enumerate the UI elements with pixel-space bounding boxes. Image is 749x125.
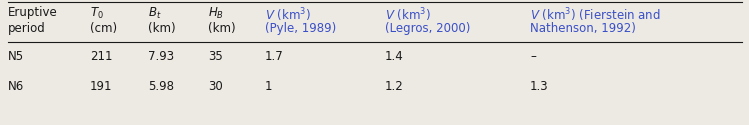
Text: 1: 1 (265, 80, 273, 93)
Text: 35: 35 (208, 50, 222, 63)
Text: N5: N5 (8, 50, 24, 63)
Text: $H_B$: $H_B$ (208, 6, 224, 21)
Text: 1.3: 1.3 (530, 80, 548, 93)
Text: (km): (km) (148, 22, 175, 35)
Text: 5.98: 5.98 (148, 80, 174, 93)
Text: period: period (8, 22, 46, 35)
Text: Nathenson, 1992): Nathenson, 1992) (530, 22, 636, 35)
Text: (km): (km) (208, 22, 236, 35)
Text: 7.93: 7.93 (148, 50, 174, 63)
Text: (cm): (cm) (90, 22, 117, 35)
Text: 1.2: 1.2 (385, 80, 404, 93)
Text: 30: 30 (208, 80, 222, 93)
Text: 1.4: 1.4 (385, 50, 404, 63)
Text: –: – (530, 50, 536, 63)
Text: $V$ (km$^3$): $V$ (km$^3$) (265, 6, 311, 24)
Text: 191: 191 (90, 80, 112, 93)
Text: $V$ (km$^3$) (Fierstein and: $V$ (km$^3$) (Fierstein and (530, 6, 661, 24)
Text: Eruptive: Eruptive (8, 6, 58, 19)
Text: 1.7: 1.7 (265, 50, 284, 63)
Text: (Legros, 2000): (Legros, 2000) (385, 22, 470, 35)
Text: N6: N6 (8, 80, 24, 93)
Text: (Pyle, 1989): (Pyle, 1989) (265, 22, 336, 35)
Text: $T_0$: $T_0$ (90, 6, 104, 21)
Text: 211: 211 (90, 50, 112, 63)
Text: $B_t$: $B_t$ (148, 6, 162, 21)
Text: $V$ (km$^3$): $V$ (km$^3$) (385, 6, 431, 24)
